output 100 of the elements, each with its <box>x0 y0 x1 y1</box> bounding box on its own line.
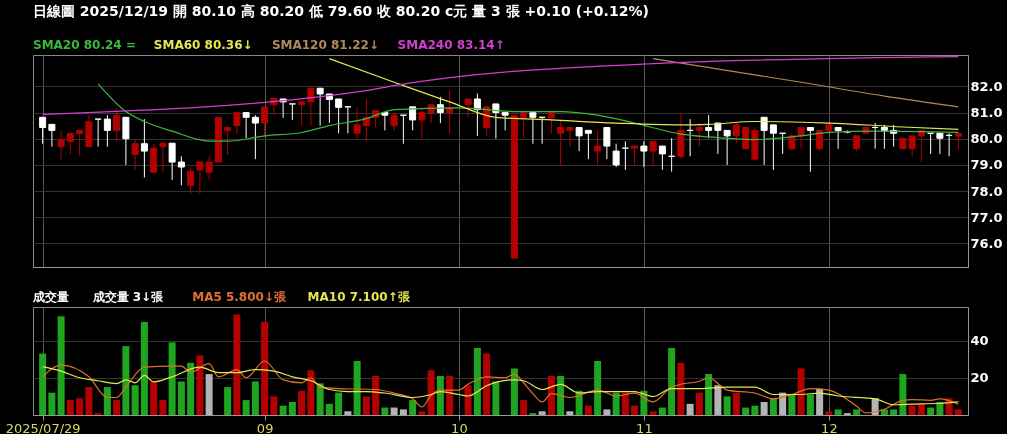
candlestick <box>131 138 139 171</box>
y-tick-label: 20 <box>970 370 989 386</box>
candlestick <box>39 116 47 145</box>
bar <box>205 374 213 415</box>
bar <box>418 411 426 415</box>
bar <box>362 396 370 415</box>
bar <box>113 400 121 415</box>
bar <box>177 381 185 415</box>
bar <box>705 374 713 415</box>
bar <box>658 407 666 415</box>
candlestick <box>270 97 278 116</box>
candlestick <box>834 127 842 150</box>
bar <box>751 405 759 415</box>
candlestick <box>242 112 250 139</box>
candlestick <box>917 129 925 163</box>
candlestick <box>603 127 611 160</box>
bar <box>427 370 435 415</box>
series-label: 成交量 3↓張 <box>91 290 165 304</box>
line-series <box>328 58 959 130</box>
bar <box>769 398 777 415</box>
bar <box>686 403 694 415</box>
x-tick-label: 10 <box>451 420 468 434</box>
bar <box>76 398 84 415</box>
bar <box>39 353 47 415</box>
candlestick <box>307 87 315 127</box>
bar <box>335 392 343 415</box>
bar <box>298 390 306 415</box>
bar <box>547 375 555 415</box>
candlestick <box>168 142 176 181</box>
bar <box>372 375 380 415</box>
candlestick <box>936 132 944 155</box>
candlestick <box>66 133 74 155</box>
candlestick <box>612 143 620 168</box>
y-tick-label: 77.0 <box>970 209 1003 225</box>
bar <box>677 362 685 415</box>
bar <box>825 411 833 415</box>
bar <box>538 411 546 415</box>
text: SMA20 80.24 = <box>33 38 136 52</box>
bar <box>344 411 352 415</box>
candlestick <box>658 145 666 171</box>
bar <box>399 409 407 415</box>
bar <box>122 346 130 415</box>
candlestick <box>233 112 241 135</box>
chart-title: 日線圖 2025/12/19 開 80.10 高 80.20 低 79.60 收 80.20 c元 量 3 張 +0.10 (+0.12%) <box>33 3 649 19</box>
bar <box>242 400 250 415</box>
x-tick-label: 11 <box>636 420 653 434</box>
line-series <box>652 58 959 108</box>
candlestick <box>732 122 740 144</box>
bar <box>603 409 611 415</box>
candlestick <box>298 101 306 127</box>
candlestick <box>464 98 472 118</box>
x-tick-label: 12 <box>821 420 838 434</box>
bar <box>732 392 740 415</box>
series-label: SMA240 83.14↑ <box>397 38 505 52</box>
candlestick <box>520 112 528 139</box>
bar <box>270 396 278 415</box>
bar <box>788 394 796 415</box>
candlestick <box>695 122 703 148</box>
candlestick <box>57 129 65 161</box>
chart-title: 成交量 <box>32 290 69 304</box>
bar <box>279 405 287 415</box>
y-tick-label: 78.0 <box>970 183 1003 199</box>
y-tick-label: 40 <box>970 333 989 349</box>
y-tick-label: 76.0 <box>970 235 1003 251</box>
bar <box>316 383 324 415</box>
candlestick <box>224 127 232 156</box>
text: SMA120 81.22↓ <box>271 38 380 52</box>
bar <box>196 355 204 415</box>
candlestick <box>566 127 574 148</box>
bar <box>103 387 111 415</box>
x-tick-label: 09 <box>256 420 274 434</box>
text: MA10 7.100↑張 <box>307 290 411 304</box>
candlestick <box>529 112 537 145</box>
candlestick <box>353 106 361 139</box>
candlestick <box>187 167 195 195</box>
candlestick <box>631 145 639 166</box>
candlestick <box>288 103 296 121</box>
bar <box>510 368 518 415</box>
bar <box>159 400 167 415</box>
bar <box>150 381 158 415</box>
candlestick <box>159 140 167 173</box>
bar <box>917 403 925 415</box>
bar <box>723 396 731 415</box>
bar <box>520 400 528 415</box>
bar <box>251 381 259 415</box>
text: SMA60 80.36↓ <box>153 38 253 52</box>
bar <box>668 347 676 415</box>
bar <box>85 387 93 415</box>
y-tick-label: 81.0 <box>970 105 1003 121</box>
line-series <box>42 360 959 414</box>
bar <box>908 405 916 415</box>
bar <box>57 316 65 415</box>
bar <box>131 385 139 415</box>
candlestick <box>760 116 768 166</box>
bar <box>492 381 500 415</box>
bar <box>954 409 962 415</box>
bar <box>760 401 768 415</box>
bar <box>483 353 491 415</box>
bar <box>307 370 315 415</box>
candlestick <box>547 112 555 134</box>
